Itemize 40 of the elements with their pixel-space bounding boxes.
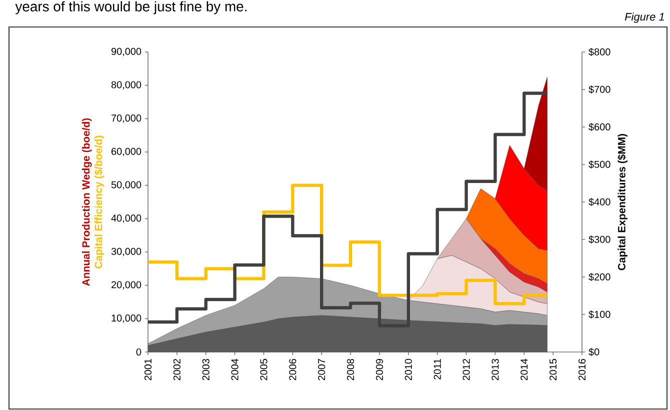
y-tick-label: 70,000 (112, 114, 142, 123)
caption: Figure 1 (624, 12, 664, 23)
y2-tick-label: $700 (588, 85, 610, 94)
x-tick-label: 2014 (520, 358, 528, 380)
y2-tick-label: $300 (588, 235, 610, 244)
y-tick-label: 30,000 (111, 248, 142, 256)
y-tick-label: 0 (136, 348, 142, 356)
y-tick-label: 80,000 (111, 81, 142, 90)
y2-tick-label: $600 (588, 122, 610, 132)
y-tick-label: 20,000 (112, 281, 142, 290)
y2-tick-label: $200 (588, 272, 610, 282)
y2-tick-label: $100 (588, 310, 610, 319)
x-tick-label: 2011 (434, 358, 441, 380)
x-tick-label: 2013 (492, 358, 499, 380)
y-tick-label: 50,000 (111, 181, 142, 190)
x-tick-label: 2002 (173, 359, 180, 380)
x-tick-label: 2006 (289, 358, 296, 380)
y-axis-title: Annual Production Wedge (boe/d) (82, 118, 92, 286)
x-tick-label: 2008 (347, 358, 354, 380)
x-tick-label: 2010 (404, 358, 412, 380)
x-tick-label: 2003 (202, 358, 210, 380)
y2-tick-label: $0 (588, 348, 600, 356)
y-tick-label: 40,000 (111, 214, 142, 223)
y-tick-label: 60,000 (112, 148, 142, 156)
x-tick-label: 2012 (462, 359, 470, 380)
x-tick-label: 2015 (550, 358, 557, 380)
text: Capital Efficiency ($/boe/d) (94, 136, 104, 268)
x-tick-label: 2004 (231, 358, 238, 380)
y-tick-label: 10,000 (112, 314, 142, 323)
x-tick-label: 2009 (376, 358, 383, 380)
x-tick-label: 2005 (260, 358, 268, 380)
x-tick-label: 2001 (144, 358, 152, 380)
x-tick-label: 2007 (318, 359, 326, 380)
y2-axis-title: Capital Expenditures ($MM) (618, 134, 628, 270)
y2-tick-label: $500 (588, 160, 610, 169)
y-tick-label: 90,000 (111, 48, 142, 56)
y2-tick-label: $800 (588, 48, 610, 56)
text: years of this would be just fine by me. (15, 1, 246, 14)
x-tick-label: 2016 (578, 358, 586, 380)
y2-tick-label: $400 (588, 198, 610, 206)
